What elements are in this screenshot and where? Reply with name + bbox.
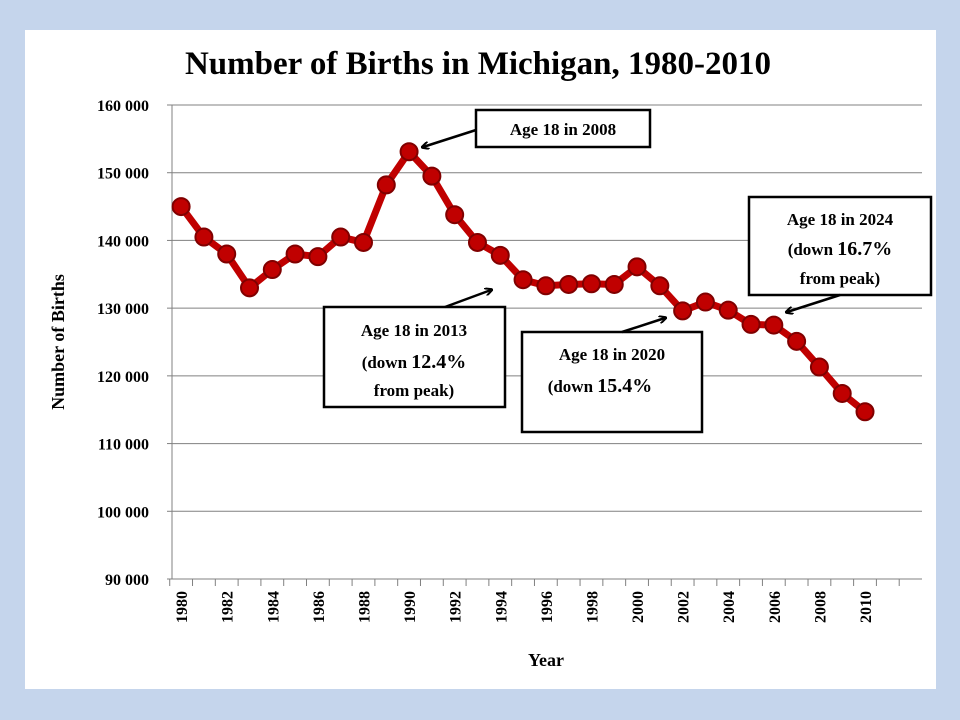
y-tick-label-130000: 130 000 xyxy=(97,301,149,318)
x-tick-label-2006: 2006 xyxy=(767,591,784,623)
data-point-1981 xyxy=(194,227,214,247)
callout-2024: Age 18 in 2024 (down 16.7% from peak) xyxy=(747,195,933,312)
y-tick-label-120000: 120 000 xyxy=(97,369,149,386)
data-point-1986 xyxy=(308,247,328,267)
y-tick-label-150000: 150 000 xyxy=(97,166,149,183)
y-tick-label-100000: 100 000 xyxy=(97,504,149,521)
callout-2008-line1: Age 18 in 2008 xyxy=(510,120,616,139)
callout-2013: Age 18 in 2013 (down 12.4% from peak) xyxy=(322,290,507,409)
x-tick-label-1990: 1990 xyxy=(402,591,419,623)
data-point-1999 xyxy=(604,274,624,294)
callout-2020-box xyxy=(520,330,704,434)
callout-2008-box xyxy=(474,108,652,149)
callout-2024-line2: (down 16.7% xyxy=(788,238,893,260)
data-point-1998 xyxy=(581,274,601,294)
y-tick-label-160000: 160 000 xyxy=(97,98,149,115)
gridlines xyxy=(172,104,922,512)
data-point-1996 xyxy=(536,276,556,296)
callout-2020: Age 18 in 2020 (down 15.4% xyxy=(520,318,704,434)
data-point-1993 xyxy=(467,232,487,252)
data-point-2006 xyxy=(764,315,784,335)
callout-2020-line1: Age 18 in 2020 xyxy=(559,345,665,364)
data-point-1984 xyxy=(262,260,282,280)
data-point-2002 xyxy=(673,301,693,321)
x-tick-label-1982: 1982 xyxy=(220,591,237,623)
x-tick-label-1998: 1998 xyxy=(584,591,601,623)
data-point-2000 xyxy=(627,257,647,277)
callouts: Age 18 in 2008 Age 18 in 2013 (down 12.4… xyxy=(322,108,933,434)
x-tick-label-1984: 1984 xyxy=(265,591,282,623)
data-point-2007 xyxy=(787,331,807,351)
x-tick-label-1994: 1994 xyxy=(493,591,510,623)
x-tick-label-2008: 2008 xyxy=(812,591,829,623)
data-point-2008 xyxy=(809,357,829,377)
data-point-2001 xyxy=(650,276,670,296)
callout-2020-line2: (down 15.4% xyxy=(548,375,653,397)
x-tick-label-2000: 2000 xyxy=(630,591,647,623)
data-point-1995 xyxy=(513,270,533,290)
callout-2013-line1: Age 18 in 2013 xyxy=(361,321,467,340)
data-point-1997 xyxy=(559,274,579,294)
x-tick-label-1986: 1986 xyxy=(311,591,328,623)
data-point-1985 xyxy=(285,244,305,264)
callout-2013-arrow xyxy=(444,290,491,309)
x-tick-label-1992: 1992 xyxy=(448,591,465,623)
data-point-1994 xyxy=(490,245,510,265)
data-point-1983 xyxy=(240,278,260,298)
y-axis-title: Number of Births xyxy=(48,274,68,410)
x-tick-labels: 1980 1982 1984 1986 1988 1990 1992 1994 1996 1998… xyxy=(174,591,875,623)
callout-2013-box xyxy=(322,305,507,409)
data-point-2005 xyxy=(741,314,761,334)
chart-title: Number of Births in Michigan, 1980-2010 xyxy=(185,46,771,82)
data-point-1982 xyxy=(217,244,237,264)
y-tick-label-140000: 140 000 xyxy=(97,233,149,250)
x-tick-label-2010: 2010 xyxy=(858,591,875,623)
x-tick-label-2004: 2004 xyxy=(721,591,738,623)
x-axis-title: Year xyxy=(528,650,564,670)
data-point-1991 xyxy=(422,166,442,186)
data-point-1988 xyxy=(353,232,373,252)
callout-2024-line3: from peak) xyxy=(800,269,880,288)
axes xyxy=(167,104,922,586)
callout-2008: Age 18 in 2008 xyxy=(423,108,652,149)
x-tick-label-2002: 2002 xyxy=(676,591,693,623)
data-point-2009 xyxy=(832,383,852,403)
x-tick-label-1996: 1996 xyxy=(539,591,556,623)
data-point-1990 xyxy=(399,142,419,162)
y-tick-label-90000: 90 000 xyxy=(105,572,149,589)
data-point-1980 xyxy=(171,197,191,217)
data-point-2004 xyxy=(718,300,738,320)
callout-2008-arrow xyxy=(423,128,477,147)
slide: Number of Births in Michigan, 1980-2010 … xyxy=(25,30,936,689)
callout-2013-line2: (down 12.4% xyxy=(362,351,467,373)
x-tick-label-1980: 1980 xyxy=(174,591,191,623)
callout-2024-arrow xyxy=(787,293,841,312)
callout-2013-line3: from peak) xyxy=(374,381,454,400)
callout-2020-arrow xyxy=(621,318,665,334)
data-point-2003 xyxy=(695,292,715,312)
data-point-2010 xyxy=(855,402,875,422)
y-tick-labels: 90 000 100 000 110 000 120 000 130 000 140 00… xyxy=(97,98,149,589)
callout-2024-line1: Age 18 in 2024 xyxy=(787,210,894,229)
data-point-1987 xyxy=(331,227,351,247)
x-tick-label-1988: 1988 xyxy=(356,591,373,623)
y-tick-label-110000: 110 000 xyxy=(98,437,149,454)
data-point-1989 xyxy=(376,175,396,195)
series-births xyxy=(171,142,875,422)
births-line-chart: Number of Births in Michigan, 1980-2010 … xyxy=(48,46,933,670)
data-point-1992 xyxy=(445,205,465,225)
